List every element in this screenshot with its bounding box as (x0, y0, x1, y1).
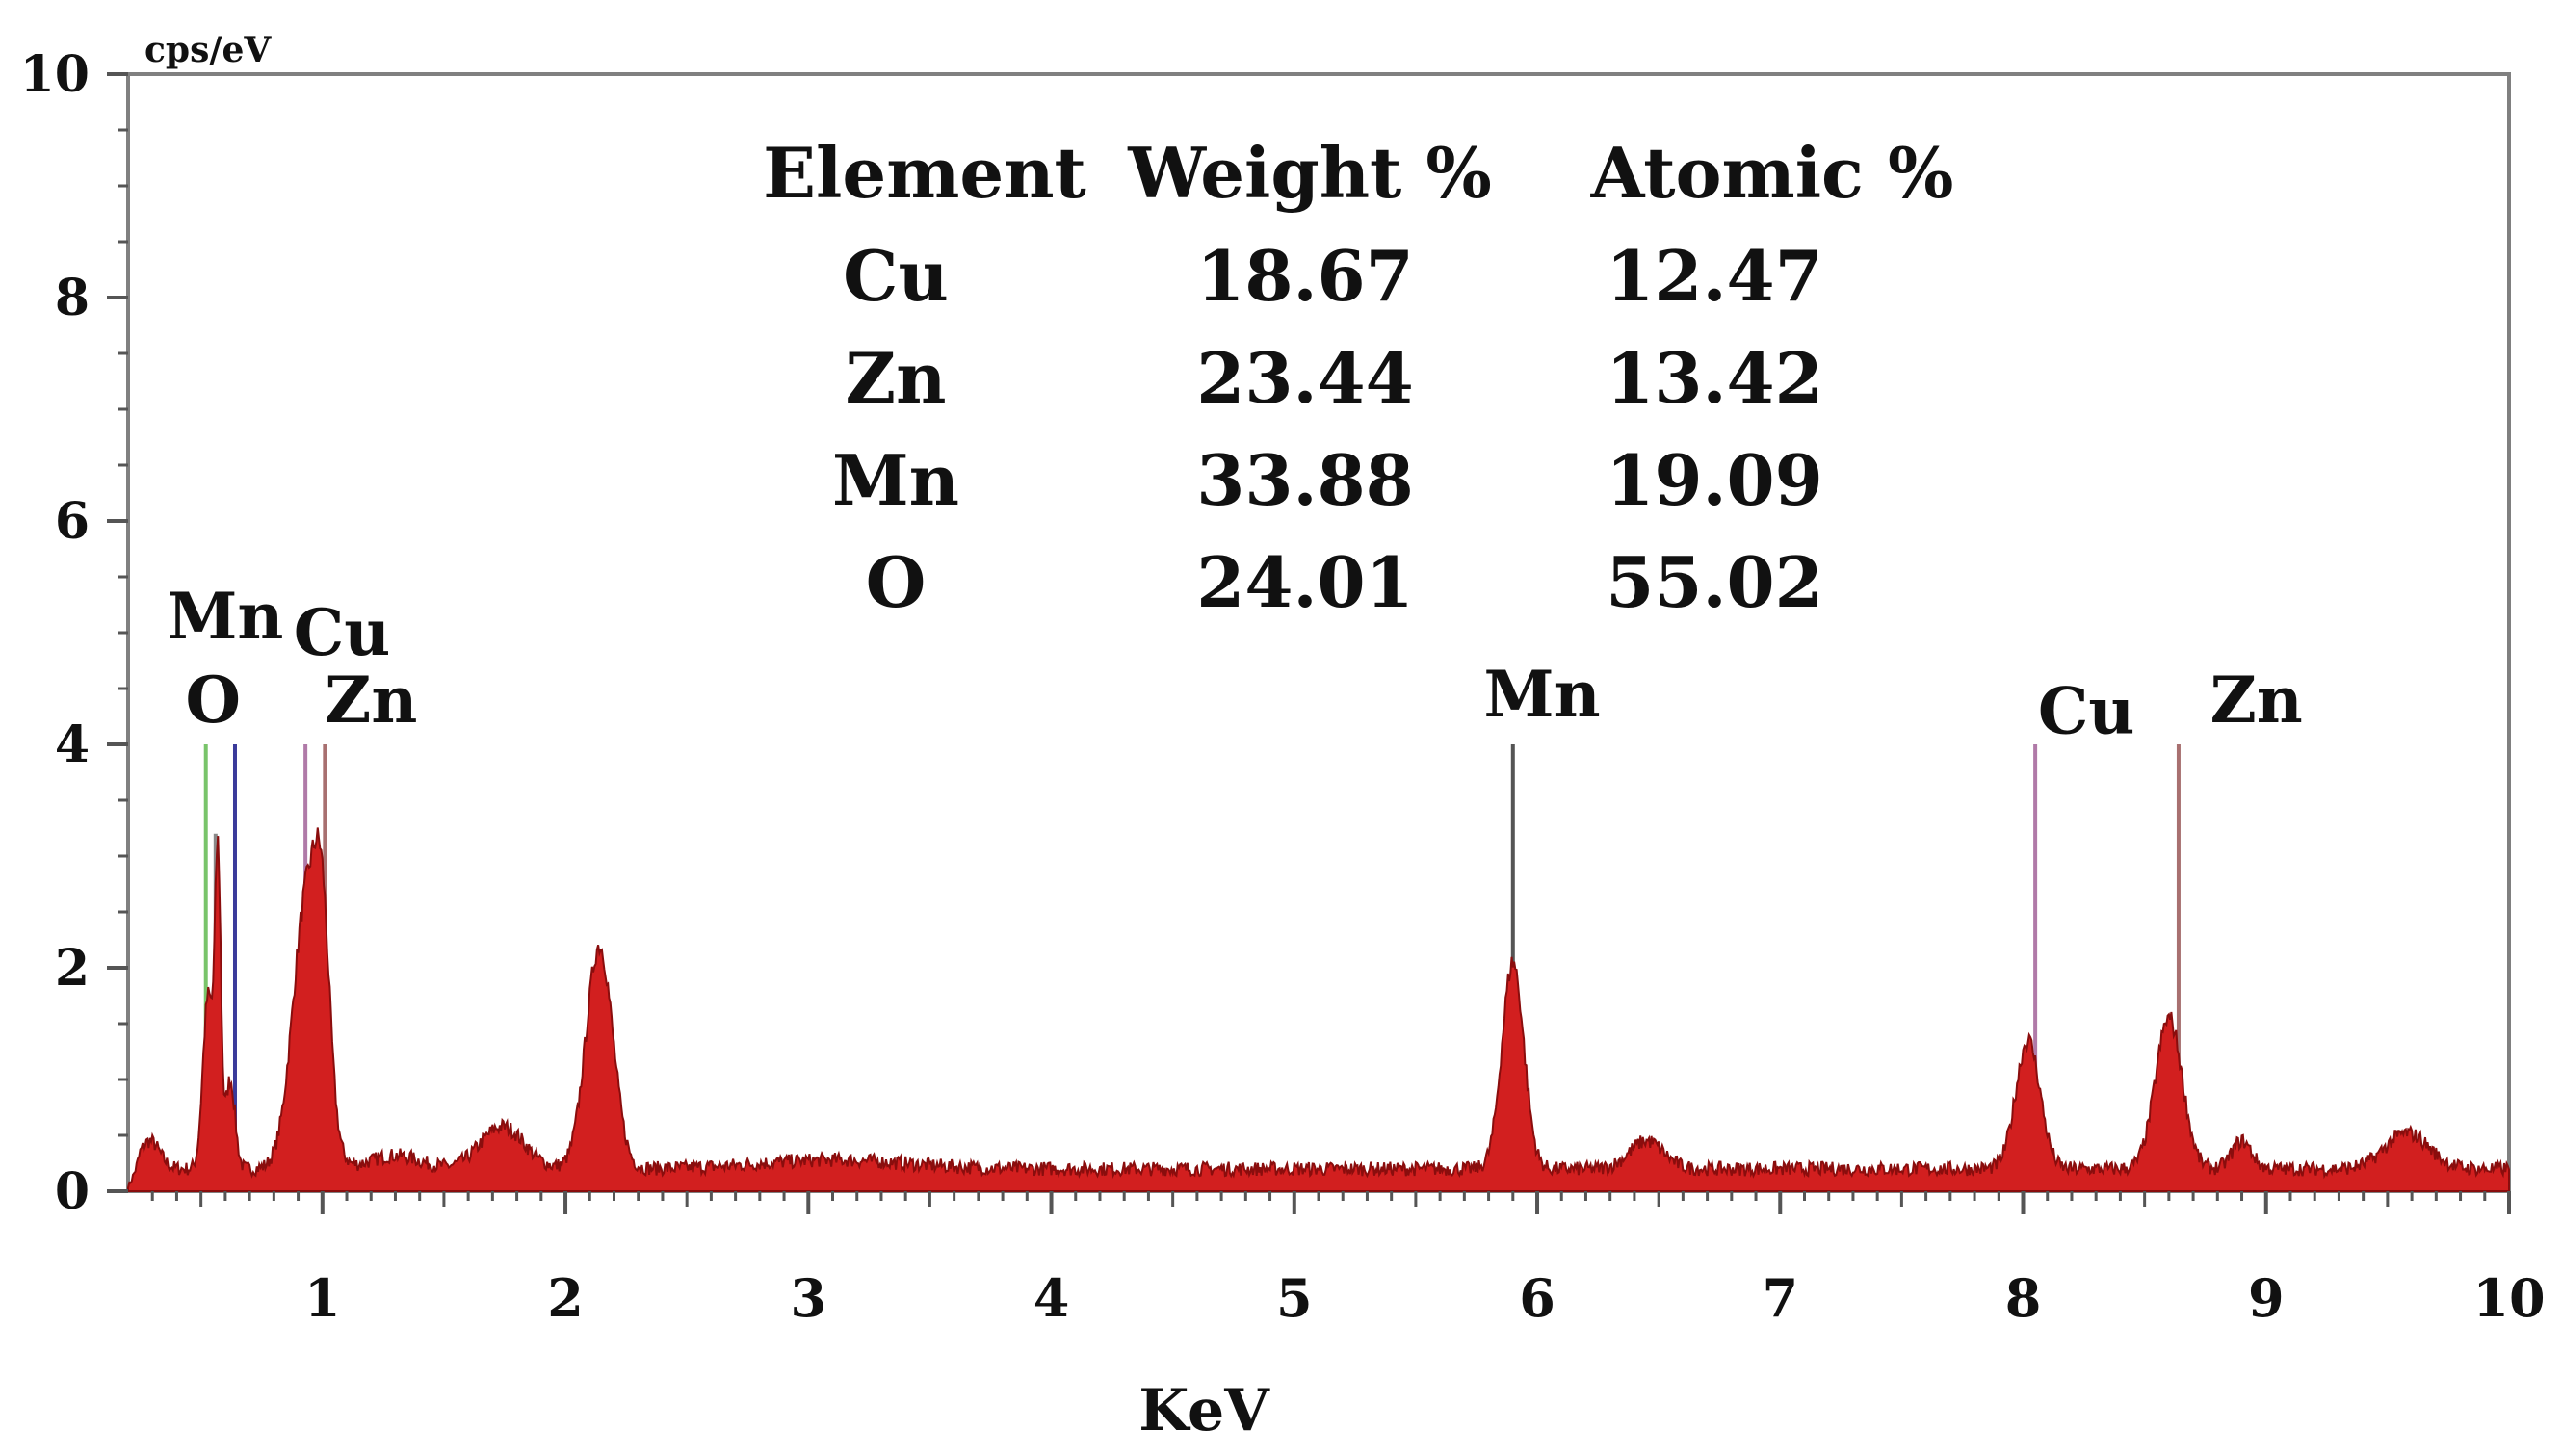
spectrum-area (127, 827, 2510, 1192)
x-tick-label: 5 (1276, 1267, 1313, 1329)
x-tick-label: 6 (1519, 1267, 1556, 1329)
table-cell: 19.09 (1606, 439, 1822, 521)
composition-table: Element Weight % Atomic % Cu 18.67 12.47 Zn 23.… (763, 132, 1953, 623)
y-tick-label: 4 (55, 715, 90, 774)
peak-label: Cu (294, 595, 391, 670)
x-tick-label: 2 (547, 1267, 584, 1329)
table-cell: Cu (843, 235, 949, 317)
table-cell: O (866, 541, 927, 623)
x-tick-label: 7 (1762, 1267, 1798, 1329)
x-tick-label: 4 (1033, 1267, 1070, 1329)
x-tick-label: 3 (790, 1267, 826, 1329)
y-tick-label: 8 (55, 269, 90, 327)
table-header: Atomic % (1590, 132, 1954, 214)
table-header: Weight % (1127, 132, 1492, 214)
y-tick-label: 6 (55, 492, 90, 551)
table-cell: 55.02 (1606, 541, 1822, 623)
table-cell: 13.42 (1606, 337, 1822, 419)
y-tick-label: 2 (55, 939, 90, 998)
peak-label: Zn (325, 663, 417, 738)
x-tick-label: 1 (304, 1267, 341, 1329)
x-axis: 1 2 3 4 5 6 7 8 9 10 (150, 1191, 2546, 1329)
table-cell: 23.44 (1196, 337, 1413, 419)
x-tick-label: 10 (2472, 1267, 2545, 1329)
peak-label: O (186, 663, 242, 738)
x-tick-label: 8 (2005, 1267, 2042, 1329)
table-cell: 33.88 (1196, 439, 1413, 521)
table-cell: 12.47 (1606, 235, 1822, 317)
y-tick-label: 10 (20, 45, 90, 104)
peak-label: Mn (167, 579, 283, 654)
table-cell: Mn (832, 439, 959, 521)
x-axis-label: KeV (1138, 1377, 1270, 1444)
y-axis: 0 2 4 6 8 10 (20, 45, 128, 1221)
x-tick-label: 9 (2248, 1267, 2285, 1329)
peak-label: Cu (2038, 673, 2135, 748)
y-axis-label: cps/eV (144, 30, 272, 70)
table-cell: 24.01 (1196, 541, 1413, 623)
peak-label: Zn (2210, 663, 2303, 738)
table-header: Element (763, 132, 1086, 214)
peak-label: Mn (1484, 657, 1601, 732)
table-cell: 18.67 (1196, 235, 1413, 317)
y-tick-label: 0 (55, 1162, 90, 1221)
table-cell: Zn (846, 337, 947, 419)
